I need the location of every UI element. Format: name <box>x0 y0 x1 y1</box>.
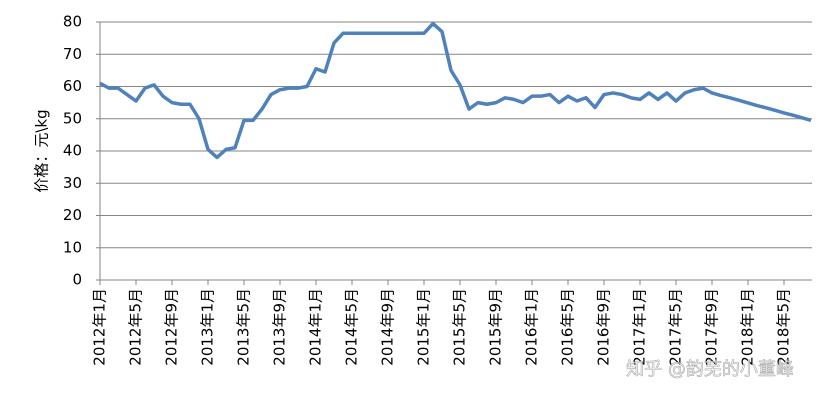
x-tick-label: 2015年1月 <box>415 288 433 366</box>
x-tick-label: 2018年5月 <box>775 288 793 366</box>
y-tick-label: 30 <box>63 174 82 192</box>
x-tick-label: 2015年9月 <box>487 288 505 366</box>
x-tick-label: 2017年1月 <box>631 288 649 366</box>
y-tick-label: 60 <box>63 77 82 95</box>
y-tick-label: 80 <box>63 13 82 31</box>
x-tick-label: 2014年1月 <box>307 288 325 366</box>
y-tick-label: 0 <box>72 271 82 289</box>
x-tick-label: 2014年9月 <box>379 288 397 366</box>
x-tick-label: 2012年9月 <box>163 288 181 366</box>
watermark: 知乎 @韵芜的小董峰 <box>626 359 794 380</box>
y-tick-label: 20 <box>63 206 82 224</box>
x-tick-label: 2013年9月 <box>271 288 289 366</box>
y-tick-label: 40 <box>63 142 82 160</box>
x-tick-label: 2017年9月 <box>703 288 721 366</box>
x-tick-label: 2012年5月 <box>127 288 145 366</box>
line <box>99 21 812 160</box>
x-tick-label: 2016年5月 <box>559 288 577 366</box>
x-tick-label: 2013年5月 <box>235 288 253 366</box>
x-tick-label: 2016年1月 <box>523 288 541 366</box>
x-tick-label: 2013年1月 <box>199 288 217 366</box>
y-axis-label: 价格：元\kg <box>33 109 51 192</box>
x-tick-label: 2016年9月 <box>595 288 613 366</box>
x-tick-label: 2015年5月 <box>451 288 469 366</box>
y-tick-label: 10 <box>63 238 82 256</box>
x-tick-label: 2017年5月 <box>667 288 685 366</box>
x-tick-label: 2018年1月 <box>739 288 757 366</box>
x-tick-label: 2012年1月 <box>91 288 109 366</box>
x-tick-label: 2014年5月 <box>343 288 361 366</box>
y-tick-label: 50 <box>63 109 82 127</box>
y-tick-label: 70 <box>63 45 82 63</box>
